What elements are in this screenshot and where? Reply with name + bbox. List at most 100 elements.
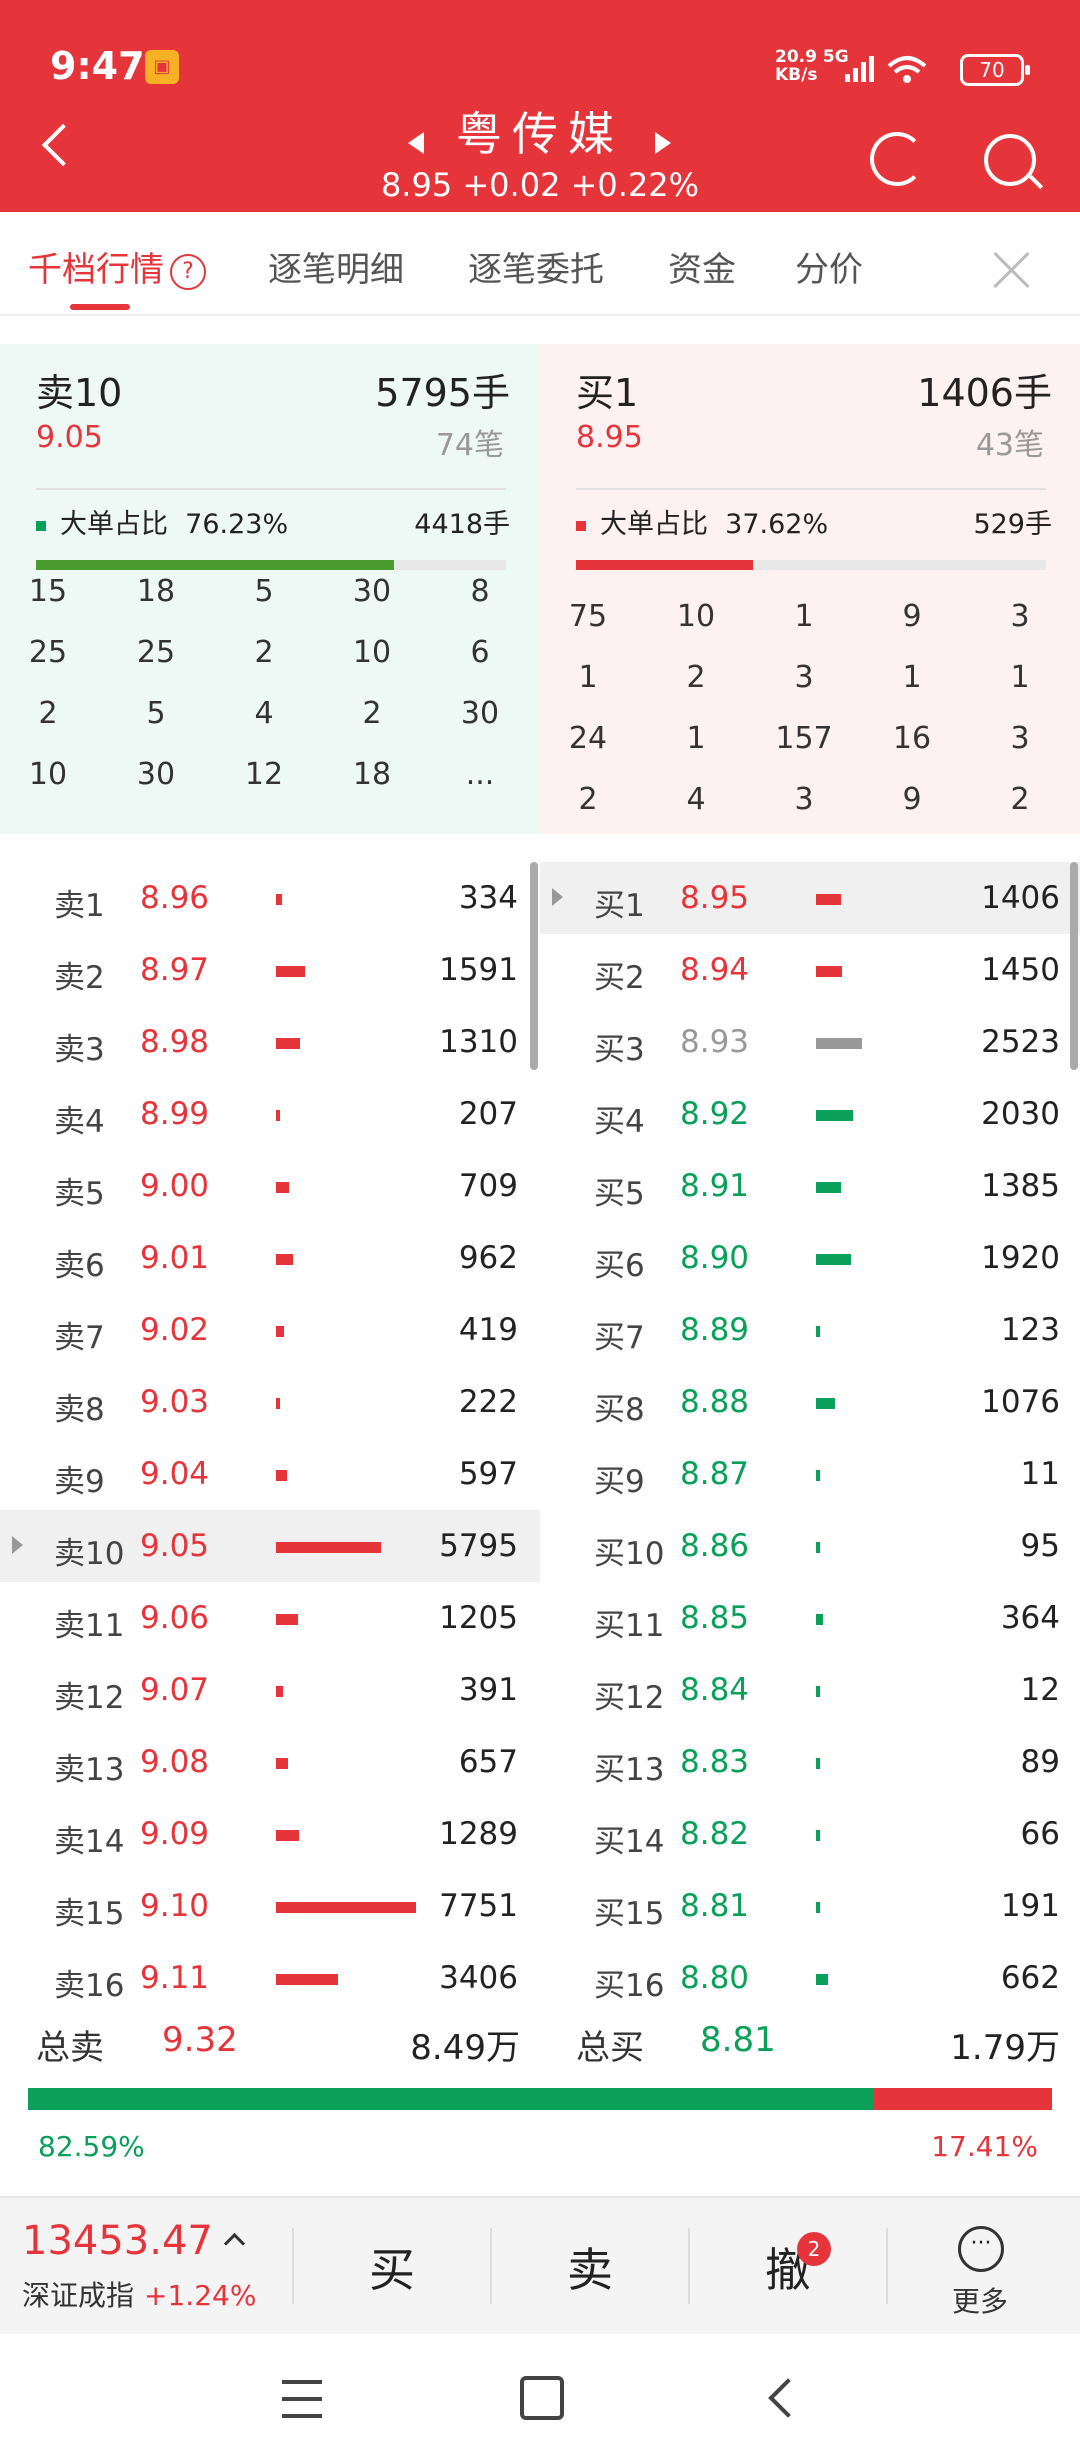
next-stock-icon[interactable]: [655, 132, 671, 154]
buy-level-price: 8.87: [680, 1456, 750, 1492]
buy-order-row[interactable]: 买8 8.88 1076: [540, 1366, 1080, 1438]
search-icon[interactable]: [984, 134, 1036, 186]
buy-order-row[interactable]: 买16 8.80 662: [540, 1942, 1080, 2014]
close-icon[interactable]: [990, 248, 1034, 292]
buy-order-row[interactable]: 买12 8.84 12: [540, 1654, 1080, 1726]
buy-scrollbar[interactable]: [1070, 862, 1078, 1070]
buy-order-row[interactable]: 买14 8.82 66: [540, 1798, 1080, 1870]
queue-order-size: 18: [352, 757, 392, 792]
home-icon[interactable]: [520, 2376, 564, 2420]
sell-order-row[interactable]: 卖3 8.98 1310: [0, 1006, 540, 1078]
sell-order-row[interactable]: 卖11 9.06 1205: [0, 1582, 540, 1654]
big-order-ratio: 37.62%: [725, 509, 829, 540]
sell-scrollbar[interactable]: [530, 862, 538, 1070]
total-sell-price: 9.32: [162, 2020, 238, 2060]
tab-price-distribution[interactable]: 分价: [795, 250, 863, 290]
buy-volume-bar: [816, 1758, 820, 1769]
sell-level-volume: 709: [458, 1168, 518, 1204]
buy-order-row[interactable]: 买15 8.81 191: [540, 1870, 1080, 1942]
tab-tick-detail[interactable]: 逐笔明细: [268, 250, 404, 290]
sell-level-label: 卖4: [54, 1104, 105, 1140]
buy-level-volume: 364: [1000, 1600, 1060, 1636]
tab-tick-orders[interactable]: 逐笔委托: [468, 250, 604, 290]
sell-level-price: 8.96: [140, 880, 210, 916]
buy-level-count: 43笔: [975, 428, 1044, 463]
sell-order-row[interactable]: 卖1 8.96 334: [0, 862, 540, 934]
sell-order-row[interactable]: 卖15 9.10 7751: [0, 1870, 540, 1942]
header-bar: 9:47 ▣ 20.9 5G KB/s 70 粤传媒 8.95 +0.02 +0…: [0, 0, 1080, 212]
buy-order-row[interactable]: 买9 8.87 11: [540, 1438, 1080, 1510]
queue-order-size: 16: [892, 721, 932, 756]
more-icon[interactable]: ···: [958, 2226, 1004, 2272]
sell-level-volume: 1205: [439, 1600, 518, 1636]
sell-order-row[interactable]: 卖13 9.08 657: [0, 1726, 540, 1798]
sell-order-row[interactable]: 卖16 9.11 3406: [0, 1942, 540, 2014]
buy-order-row[interactable]: 买3 8.93 2523: [540, 1006, 1080, 1078]
buy-level-label: 买15: [594, 1896, 665, 1932]
sell-level-volume: 222: [458, 1384, 518, 1420]
sell-volume-bar: [276, 1398, 280, 1409]
sell-order-row[interactable]: 卖10 9.05 5795: [0, 1510, 540, 1582]
sell-order-row[interactable]: 卖6 9.01 962: [0, 1222, 540, 1294]
sell-volume-bar: [276, 1830, 299, 1841]
big-order-label: 大单占比: [60, 509, 168, 540]
sell-ratio-percent: 82.59%: [38, 2130, 145, 2163]
sell-level-volume: 1310: [439, 1024, 518, 1060]
sell-order-row[interactable]: 卖4 8.99 207: [0, 1078, 540, 1150]
sell-volume-bar: [276, 1254, 293, 1265]
buy-order-row[interactable]: 买10 8.86 95: [540, 1510, 1080, 1582]
prev-stock-icon[interactable]: [408, 132, 424, 154]
buy-button[interactable]: 买: [369, 2243, 415, 2297]
menu-icon[interactable]: [282, 2380, 322, 2418]
buy-volume-bar: [816, 966, 842, 977]
tab-capital[interactable]: 资金: [668, 250, 736, 290]
buy-volume-bar: [816, 1542, 820, 1553]
buy-level-label: 买7: [594, 1320, 645, 1356]
buy-level-price: 8.80: [680, 1960, 750, 1996]
tab-order-depth[interactable]: 千档行情?: [28, 242, 206, 291]
buy-order-row[interactable]: 买2 8.94 1450: [540, 934, 1080, 1006]
buy-level-volume: 2523: [981, 1024, 1060, 1060]
buy-order-row[interactable]: 买13 8.83 89: [540, 1726, 1080, 1798]
sell-order-row[interactable]: 卖14 9.09 1289: [0, 1798, 540, 1870]
sell-volume-bar: [276, 1974, 338, 1985]
buy-order-row[interactable]: 买1 8.95 1406: [540, 862, 1080, 934]
buy-level-volume: 2030: [981, 1096, 1060, 1132]
sell-order-row[interactable]: 卖9 9.04 597: [0, 1438, 540, 1510]
buy-level-label: 买1: [594, 888, 645, 924]
queue-order-size: 30: [460, 696, 500, 731]
sell-level-volume: 1289: [439, 1816, 518, 1852]
index-ticker[interactable]: 13453.47: [22, 2218, 245, 2264]
queue-order-size: 157: [775, 721, 833, 756]
buy-volume-bar: [816, 1902, 820, 1913]
sell-level-label: 卖16: [54, 1968, 125, 2004]
network-type: 5G: [822, 47, 849, 67]
buy-order-row[interactable]: 买4 8.92 2030: [540, 1078, 1080, 1150]
buy-order-row[interactable]: 买7 8.89 123: [540, 1294, 1080, 1366]
buy-level-volume: 1076: [981, 1384, 1060, 1420]
sell-order-row[interactable]: 卖12 9.07 391: [0, 1654, 540, 1726]
help-icon[interactable]: ?: [170, 253, 206, 290]
sell-button[interactable]: 卖: [567, 2243, 613, 2297]
buy-level-price: 8.89: [680, 1312, 750, 1348]
queue-order-size: 2: [362, 696, 382, 731]
buy-order-row[interactable]: 买11 8.85 364: [540, 1582, 1080, 1654]
sell-order-row[interactable]: 卖5 9.00 709: [0, 1150, 540, 1222]
queue-order-size: 30: [136, 757, 176, 792]
sell-order-row[interactable]: 卖8 9.03 222: [0, 1366, 540, 1438]
more-button[interactable]: 更多: [951, 2285, 1008, 2318]
buy-order-row[interactable]: 买5 8.91 1385: [540, 1150, 1080, 1222]
nav-back-icon[interactable]: [768, 2378, 808, 2418]
sell-level-price: 9.04: [140, 1456, 210, 1492]
buy-volume-bar: [816, 1398, 835, 1409]
queue-order-size: 3: [1010, 599, 1030, 634]
index-name: 深证成指: [22, 2279, 135, 2312]
sell-order-row[interactable]: 卖7 9.02 419: [0, 1294, 540, 1366]
buy-level-volume: 191: [1000, 1888, 1060, 1924]
sell-level-price: 9.01: [140, 1240, 210, 1276]
sell-order-row[interactable]: 卖2 8.97 1591: [0, 934, 540, 1006]
sell-level-label: 卖14: [54, 1824, 125, 1860]
buy-order-row[interactable]: 买6 8.90 1920: [540, 1222, 1080, 1294]
refresh-icon[interactable]: [870, 132, 924, 186]
buy-level-volume: 1406手: [917, 371, 1052, 415]
